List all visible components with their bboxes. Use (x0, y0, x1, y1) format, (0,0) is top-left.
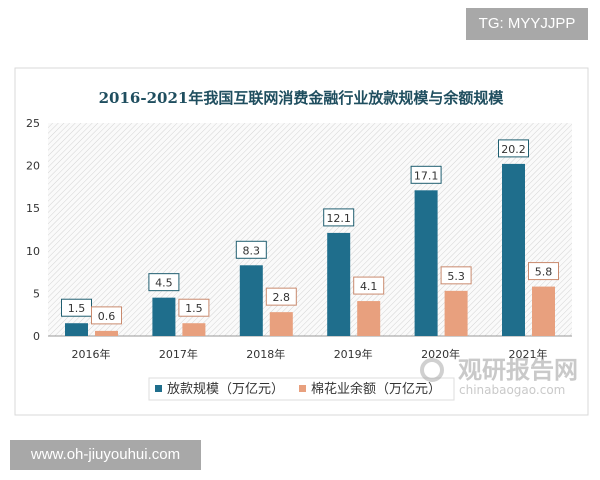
data-label: 4.1 (360, 280, 378, 293)
watermark: 观研报告网 chinabaogao.com (420, 356, 578, 397)
data-label-box (353, 276, 385, 295)
y-tick-label: 15 (26, 202, 40, 215)
data-label: 20.2 (501, 143, 526, 156)
y-tick-label: 5 (33, 287, 40, 300)
bar-balance (532, 286, 555, 336)
legend-label-balance: 棉花业余额（万亿元） (311, 381, 441, 397)
data-label-box (498, 139, 529, 158)
bar-balance (444, 290, 468, 336)
data-label: 8.3 (243, 244, 261, 257)
bar-loan (152, 297, 176, 336)
bar-balance (269, 312, 293, 336)
data-label: 5.8 (535, 266, 553, 279)
legend-swatch-loan (155, 385, 162, 392)
x-tick-label: 2016年 (72, 347, 111, 361)
y-tick-label: 20 (26, 160, 40, 173)
data-label: 1.5 (185, 302, 203, 315)
chart-title: 2016-2021年我国互联网消费金融行业放款规模与余额规模 (99, 89, 505, 107)
data-label: 4.5 (155, 277, 173, 290)
x-tick-label: 2021年 (509, 347, 548, 361)
svg-text:chinabaogao.com: chinabaogao.com (459, 383, 565, 397)
y-tick-label: 25 (26, 117, 40, 130)
x-tick-label: 2019年 (334, 347, 373, 361)
legend-swatch-balance (299, 385, 306, 392)
x-tick-label: 2017年 (159, 347, 198, 361)
x-tick-label: 2020年 (421, 347, 460, 361)
data-label-box (410, 165, 442, 184)
data-label-box (265, 287, 297, 306)
data-label-box (323, 208, 355, 227)
data-label-box (148, 273, 180, 292)
svg-text:观研报告网: 观研报告网 (458, 356, 578, 384)
bar-loan (414, 190, 438, 336)
y-tick-label: 0 (33, 330, 40, 343)
legend: 放款规模（万亿元） 棉花业余额（万亿元） (148, 377, 455, 401)
x-tick-label: 2018年 (246, 347, 285, 361)
bar-loan (239, 265, 263, 336)
data-label: 2.8 (273, 291, 291, 304)
data-label: 12.1 (326, 212, 351, 225)
y-tick-label: 10 (26, 245, 40, 258)
data-label-box (440, 266, 472, 285)
data-label-box (178, 298, 210, 317)
data-label-box (235, 240, 267, 259)
data-label-box (91, 306, 122, 325)
data-label-box (528, 262, 559, 281)
bar-loan (65, 323, 88, 336)
plot-area (48, 123, 572, 336)
bar-balance (182, 323, 206, 336)
bar-balance (95, 330, 118, 336)
data-label: 1.5 (68, 302, 86, 315)
data-label: 5.3 (447, 270, 465, 283)
bar-balance (357, 301, 381, 336)
website-badge: www.oh-jiuyouhui.com (10, 440, 201, 470)
bar-loan (327, 232, 351, 336)
legend-label-loan: 放款规模（万亿元） (167, 382, 284, 397)
data-label: 17.1 (414, 169, 439, 182)
bar-loan (502, 163, 525, 336)
tg-badge: TG: MYYJJPP (466, 8, 588, 40)
data-label: 0.6 (98, 310, 116, 323)
